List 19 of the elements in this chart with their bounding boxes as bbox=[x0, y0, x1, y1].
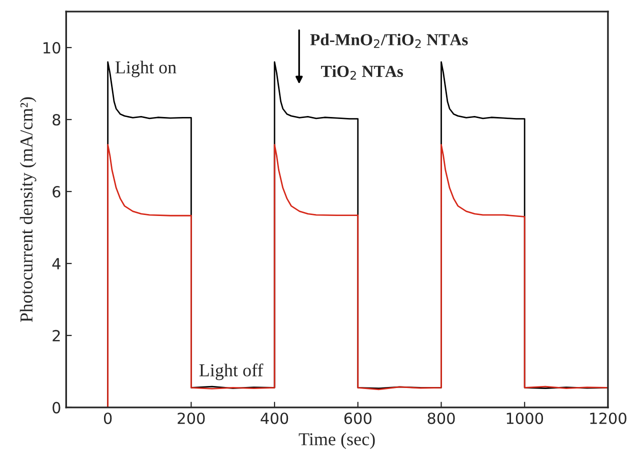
x-axis-title: Time (sec) bbox=[298, 432, 375, 450]
x-tick-label: 800 bbox=[428, 412, 455, 424]
x-tick-label: 200 bbox=[178, 412, 205, 424]
y-tick-label: 0 bbox=[52, 402, 60, 414]
y-tick-label: 4 bbox=[52, 258, 60, 270]
y-tick-label: 8 bbox=[52, 114, 60, 126]
x-tick-label: 400 bbox=[260, 412, 288, 424]
x-tick-label: 0 bbox=[104, 412, 112, 424]
y-axis-title: Photocurrent density (mA/cm²) bbox=[20, 97, 36, 322]
y-tick-label: 6 bbox=[52, 186, 60, 198]
annotation: TiO$_{2}$ NTAs bbox=[321, 65, 403, 80]
x-tick-label: 1000 bbox=[506, 412, 544, 424]
x-tick-label: 1200 bbox=[590, 412, 626, 424]
x-tick-label: 600 bbox=[344, 412, 372, 424]
annotation: Pd-MnO$_{2}$/TiO$_{2}$ NTAs bbox=[310, 34, 468, 48]
annotation: Light on bbox=[115, 60, 176, 78]
y-tick-label: 2 bbox=[52, 330, 60, 342]
y-tick-label: 10 bbox=[44, 42, 60, 54]
annotation: Light off bbox=[199, 364, 264, 380]
